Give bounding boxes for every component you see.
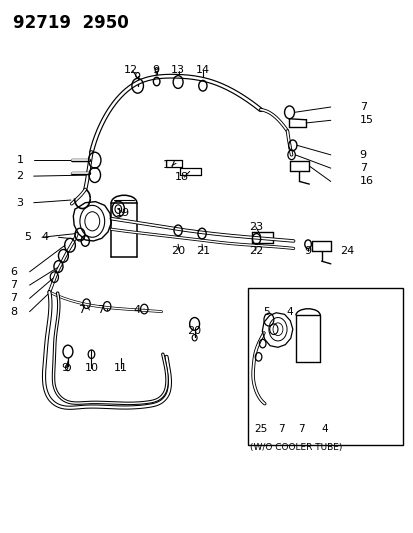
- Text: 7: 7: [359, 102, 366, 112]
- Text: 10: 10: [84, 362, 98, 373]
- Text: 19: 19: [115, 208, 129, 219]
- Text: 1: 1: [17, 155, 23, 165]
- Text: 12: 12: [123, 65, 138, 75]
- Text: 17: 17: [162, 160, 176, 171]
- Text: 5: 5: [25, 232, 31, 243]
- Text: 4: 4: [41, 232, 48, 243]
- Text: 7: 7: [359, 163, 366, 173]
- Text: 16: 16: [359, 176, 373, 187]
- Text: 4: 4: [320, 424, 327, 434]
- Text: 22: 22: [249, 246, 263, 255]
- Text: 2: 2: [16, 171, 23, 181]
- Text: 7: 7: [277, 424, 284, 434]
- Text: 3: 3: [17, 198, 23, 208]
- Text: 7: 7: [78, 305, 85, 315]
- Text: 23: 23: [249, 222, 263, 232]
- Text: 21: 21: [195, 246, 209, 255]
- Text: 92719  2950: 92719 2950: [13, 14, 128, 32]
- Text: 20: 20: [171, 246, 185, 255]
- Text: 9: 9: [61, 362, 68, 373]
- Text: 9: 9: [359, 150, 366, 160]
- Bar: [248, 288, 402, 445]
- Text: 18: 18: [175, 172, 189, 182]
- Text: 4: 4: [285, 306, 292, 317]
- Text: 6: 6: [10, 267, 17, 277]
- Text: 20: 20: [187, 326, 201, 336]
- Text: 7: 7: [10, 293, 17, 303]
- Text: 4: 4: [133, 305, 141, 315]
- Text: 25: 25: [254, 424, 267, 434]
- Text: 7: 7: [298, 424, 304, 434]
- Text: 14: 14: [195, 65, 209, 75]
- Text: 13: 13: [171, 65, 185, 75]
- Text: 11: 11: [113, 362, 127, 373]
- Text: 5: 5: [263, 306, 270, 317]
- Text: 9: 9: [304, 246, 311, 255]
- Text: (W/O COOLER TUBE): (W/O COOLER TUBE): [249, 443, 341, 452]
- Text: 8: 8: [10, 306, 17, 317]
- Text: 24: 24: [339, 246, 354, 255]
- Text: 7: 7: [97, 305, 104, 315]
- Text: 9: 9: [152, 65, 159, 75]
- Text: 15: 15: [359, 115, 373, 125]
- Text: 7: 7: [10, 280, 17, 290]
